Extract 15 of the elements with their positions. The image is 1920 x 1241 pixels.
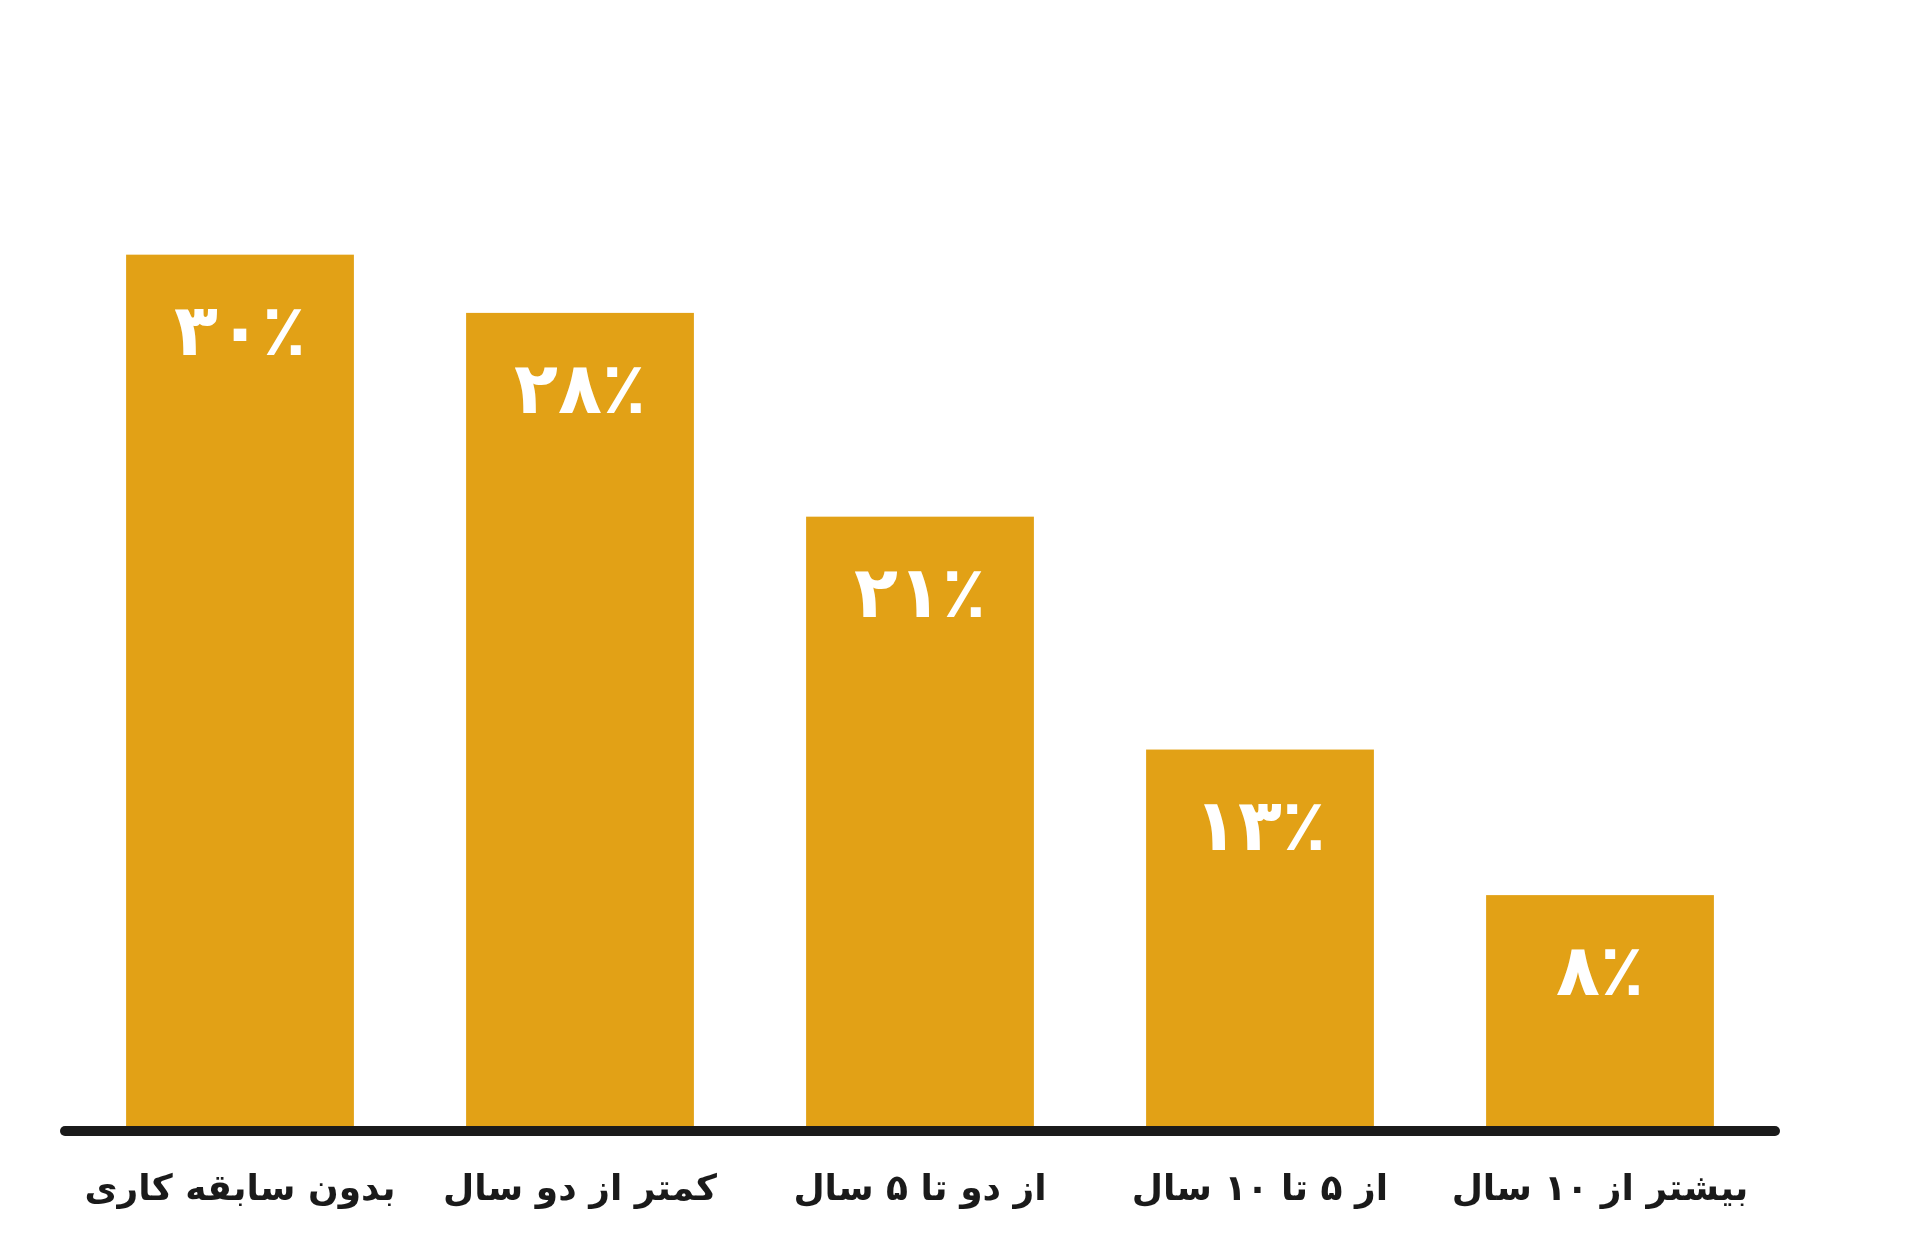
x-tick-label: کمتر از دو سال <box>443 1167 717 1209</box>
data-label: ۱۳٪ <box>1194 782 1326 867</box>
bar <box>806 516 1034 1128</box>
bar <box>466 312 694 1128</box>
data-label: ۲۸٪ <box>514 345 646 430</box>
bar <box>126 254 354 1128</box>
x-tick-label: از ۵ تا ۱۰ سال <box>1131 1167 1389 1209</box>
data-label: ۳۰٪ <box>174 287 306 372</box>
x-tick-label: از دو تا ۵ سال <box>793 1167 1047 1209</box>
x-tick-label: بدون سابقه کاری <box>84 1167 396 1209</box>
x-tick-label: بیشتر از ۱۰ سال <box>1451 1167 1749 1209</box>
bar <box>1486 895 1714 1128</box>
data-label: ۲۱٪ <box>854 549 986 634</box>
data-label: ۸٪ <box>1556 928 1644 1013</box>
bar <box>1146 749 1374 1128</box>
